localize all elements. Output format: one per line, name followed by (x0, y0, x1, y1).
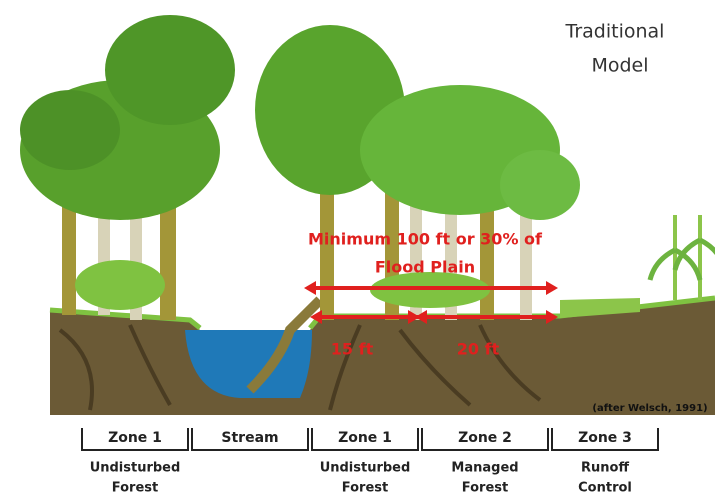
annotation: Minimum 100 ft or 30% of (308, 230, 543, 249)
zone-bracket (421, 428, 549, 451)
zone-description: Managed (451, 461, 518, 476)
ground (49, 295, 715, 415)
zone-label: Zone 3 (578, 430, 632, 446)
zone-label: Stream (221, 430, 278, 446)
zone-description: Forest (342, 481, 388, 496)
zone-bracket (191, 428, 309, 451)
zone-label: Zone 1 (338, 430, 392, 446)
credit: (after Welsch, 1991) (592, 403, 707, 414)
annotation: Flood Plain (375, 258, 475, 277)
annotation: 15 ft (331, 340, 374, 359)
zone-label: Zone 1 (108, 430, 162, 446)
title: Model (591, 55, 648, 77)
title: Traditional (565, 21, 665, 43)
zone-description: Forest (462, 481, 508, 496)
annotation: 20 ft (457, 340, 500, 359)
zone-description: Forest (112, 481, 158, 496)
zones: Zone 1 Undisturbed Forest Stream Zone 1 Undis… (81, 428, 659, 496)
zone-bracket (81, 428, 189, 451)
zone-description: Control (578, 481, 632, 496)
trees (20, 15, 715, 320)
zone-description: Runoff (581, 461, 629, 476)
zone-bracket (551, 428, 659, 451)
zone-label: Zone 2 (458, 430, 512, 446)
arrows (304, 281, 558, 324)
zone-description: Undisturbed (320, 461, 411, 476)
zone-bracket (311, 428, 419, 451)
zone-description: Undisturbed (90, 461, 181, 476)
